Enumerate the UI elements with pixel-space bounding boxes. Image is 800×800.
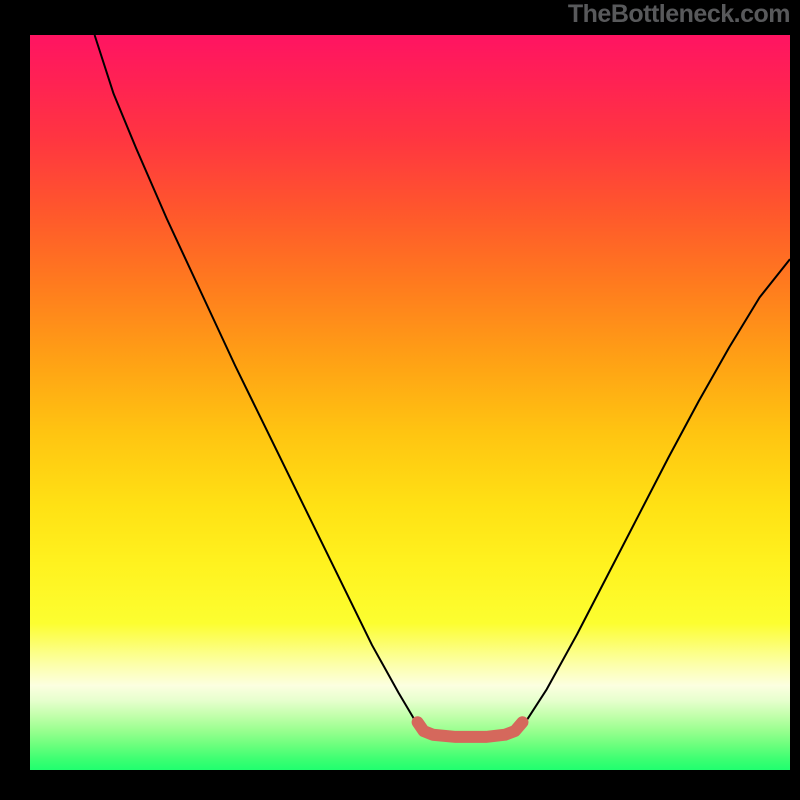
- watermark-text: TheBottleneck.com: [568, 0, 790, 29]
- bottleneck-chart: [0, 0, 800, 800]
- chart-frame: TheBottleneck.com: [0, 0, 800, 800]
